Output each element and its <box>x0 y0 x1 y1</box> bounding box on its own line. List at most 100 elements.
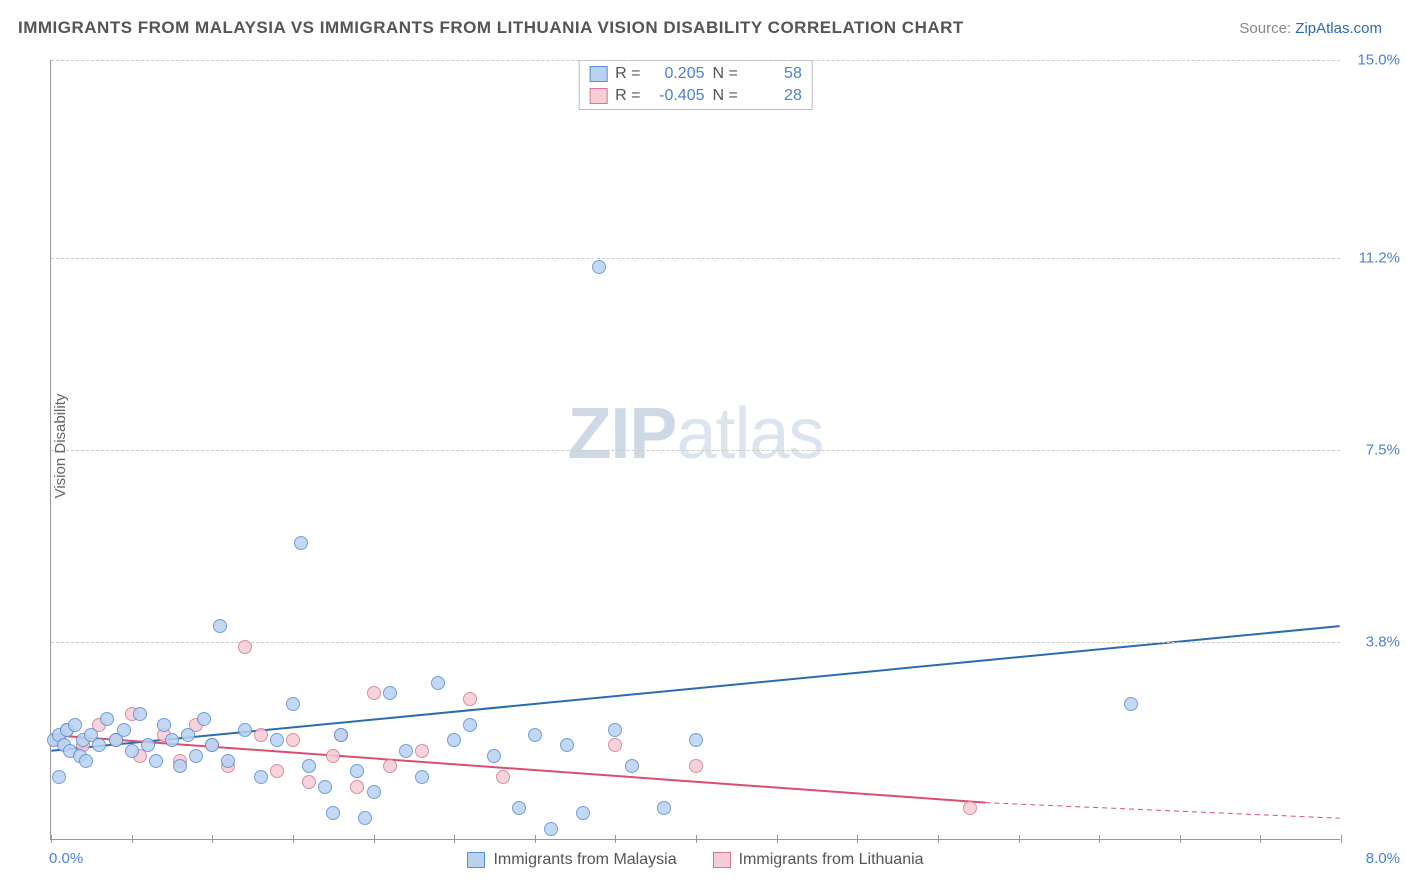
x-tick <box>132 835 133 843</box>
n-label: N = <box>713 65 738 83</box>
data-point <box>496 770 510 784</box>
series-label-malaysia: Immigrants from Malaysia <box>493 851 676 869</box>
n-value-lithuania: 28 <box>746 87 802 105</box>
x-tick <box>212 835 213 843</box>
n-label: N = <box>713 87 738 105</box>
data-point <box>318 780 332 794</box>
data-point <box>52 770 66 784</box>
data-point <box>367 686 381 700</box>
data-point <box>302 775 316 789</box>
data-point <box>213 619 227 633</box>
data-point <box>350 780 364 794</box>
data-point <box>173 759 187 773</box>
data-point <box>157 718 171 732</box>
x-tick <box>1180 835 1181 843</box>
source-citation: Source: ZipAtlas.com <box>1239 20 1382 37</box>
data-point <box>463 718 477 732</box>
x-tick <box>615 835 616 843</box>
chart-title: IMMIGRANTS FROM MALAYSIA VS IMMIGRANTS F… <box>18 18 964 38</box>
swatch-malaysia <box>589 66 607 82</box>
correlation-legend: R = 0.205 N = 58 R = -0.405 N = 28 <box>578 60 813 110</box>
data-point <box>544 822 558 836</box>
data-point <box>221 754 235 768</box>
watermark: ZIPatlas <box>567 393 823 475</box>
data-point <box>68 718 82 732</box>
data-point <box>238 640 252 654</box>
data-point <box>689 759 703 773</box>
swatch-lithuania <box>589 88 607 104</box>
series-label-lithuania: Immigrants from Lithuania <box>739 851 924 869</box>
y-tick-label: 3.8% <box>1366 634 1400 651</box>
data-point <box>512 801 526 815</box>
data-point <box>270 764 284 778</box>
r-label: R = <box>615 65 640 83</box>
data-point <box>270 733 284 747</box>
data-point <box>415 770 429 784</box>
scatter-plot-area: ZIPatlas R = 0.205 N = 58 R = -0.405 N =… <box>50 60 1340 840</box>
x-tick <box>777 835 778 843</box>
x-tick <box>1099 835 1100 843</box>
r-value-malaysia: 0.205 <box>649 65 705 83</box>
data-point <box>294 536 308 550</box>
legend-row-lithuania: R = -0.405 N = 28 <box>589 85 802 107</box>
gridline <box>51 60 1340 61</box>
data-point <box>326 749 340 763</box>
x-tick <box>454 835 455 843</box>
data-point <box>125 744 139 758</box>
x-tick <box>1019 835 1020 843</box>
data-point <box>79 754 93 768</box>
watermark-rest: atlas <box>676 394 823 474</box>
data-point <box>286 733 300 747</box>
swatch-lithuania-bottom <box>713 852 731 868</box>
data-point <box>358 811 372 825</box>
data-point <box>560 738 574 752</box>
data-point <box>117 723 131 737</box>
y-tick-label: 15.0% <box>1357 52 1400 69</box>
data-point <box>625 759 639 773</box>
data-point <box>689 733 703 747</box>
data-point <box>608 738 622 752</box>
x-tick <box>535 835 536 843</box>
data-point <box>326 806 340 820</box>
x-tick <box>1341 835 1342 843</box>
x-tick <box>293 835 294 843</box>
y-tick-label: 7.5% <box>1366 442 1400 459</box>
series-legend: Immigrants from Malaysia Immigrants from… <box>51 851 1340 869</box>
watermark-bold: ZIP <box>567 394 676 474</box>
source-link[interactable]: ZipAtlas.com <box>1295 20 1382 37</box>
data-point <box>205 738 219 752</box>
source-label: Source: <box>1239 20 1295 37</box>
data-point <box>92 738 106 752</box>
data-point <box>592 260 606 274</box>
y-tick-label: 11.2% <box>1359 249 1400 266</box>
data-point <box>149 754 163 768</box>
data-point <box>963 801 977 815</box>
x-tick <box>938 835 939 843</box>
x-tick <box>857 835 858 843</box>
r-label: R = <box>615 87 640 105</box>
data-point <box>367 785 381 799</box>
data-point <box>181 728 195 742</box>
r-value-lithuania: -0.405 <box>649 87 705 105</box>
data-point <box>528 728 542 742</box>
data-point <box>383 759 397 773</box>
data-point <box>238 723 252 737</box>
data-point <box>141 738 155 752</box>
swatch-malaysia-bottom <box>467 852 485 868</box>
data-point <box>133 707 147 721</box>
data-point <box>657 801 671 815</box>
n-value-malaysia: 58 <box>746 65 802 83</box>
data-point <box>487 749 501 763</box>
data-point <box>165 733 179 747</box>
data-point <box>334 728 348 742</box>
x-tick <box>51 835 52 843</box>
data-point <box>399 744 413 758</box>
data-point <box>197 712 211 726</box>
data-point <box>189 749 203 763</box>
data-point <box>254 728 268 742</box>
data-point <box>254 770 268 784</box>
data-point <box>302 759 316 773</box>
data-point <box>1124 697 1138 711</box>
x-axis-max-label: 8.0% <box>1366 850 1400 867</box>
data-point <box>415 744 429 758</box>
